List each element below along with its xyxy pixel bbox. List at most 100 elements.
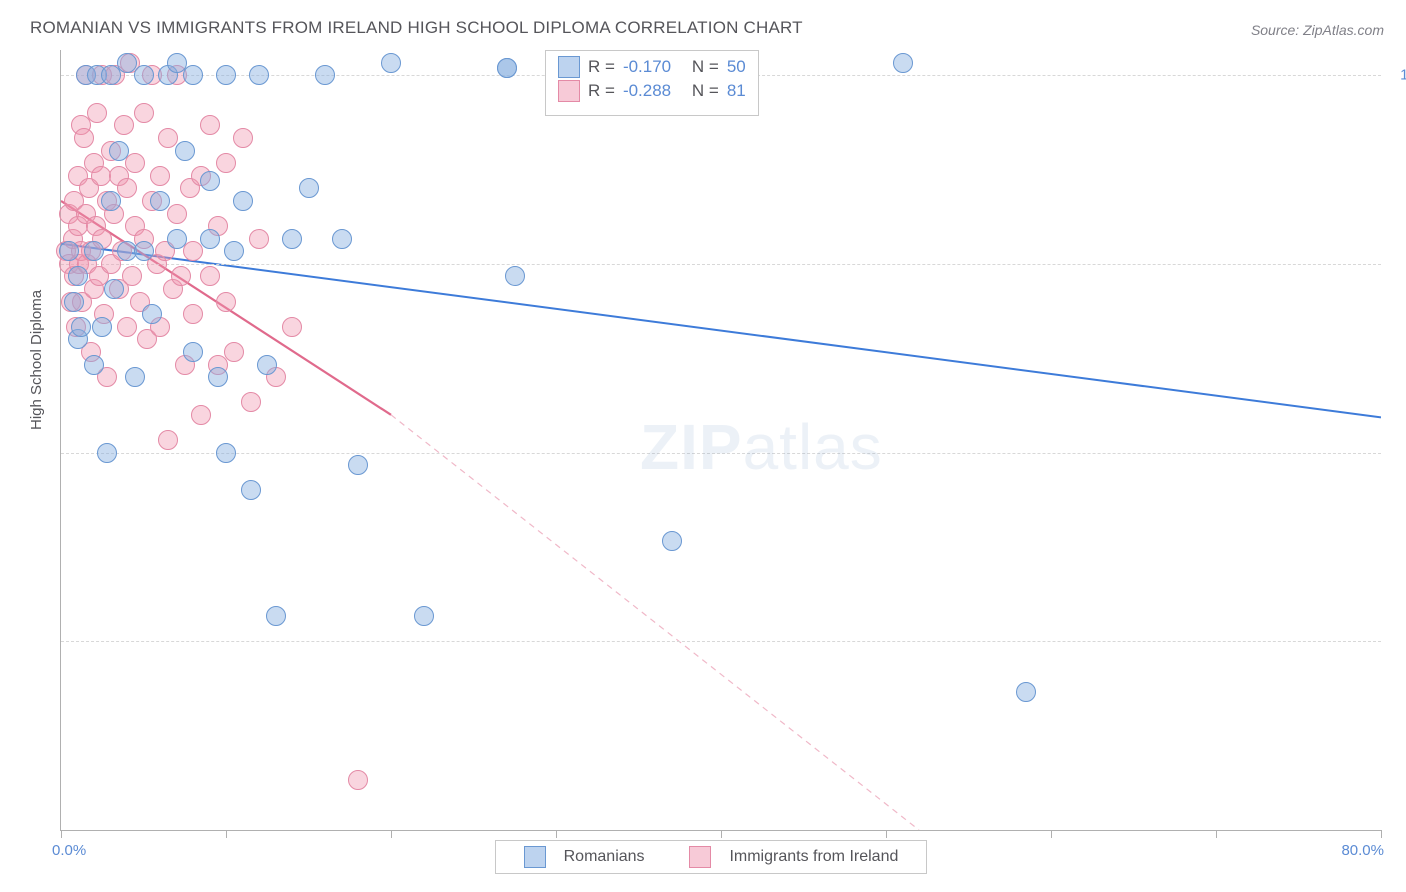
x-tick — [61, 830, 62, 838]
scatter-point — [150, 166, 170, 186]
scatter-point — [233, 128, 253, 148]
gridline — [61, 641, 1381, 642]
scatter-point — [104, 279, 124, 299]
scatter-point — [125, 153, 145, 173]
swatch-blue-icon — [558, 56, 580, 78]
scatter-point — [216, 292, 236, 312]
scatter-point — [175, 141, 195, 161]
scatter-point — [299, 178, 319, 198]
scatter-point — [200, 171, 220, 191]
legend-stats-row-pink: R = -0.288 N = 81 — [558, 79, 746, 103]
scatter-point — [167, 229, 187, 249]
x-tick — [556, 830, 557, 838]
legend-stats-row-blue: R = -0.170 N = 50 — [558, 55, 746, 79]
x-axis-min: 0.0% — [52, 842, 86, 859]
series-label-pink: Immigrants from Ireland — [729, 848, 898, 866]
scatter-point — [84, 241, 104, 261]
scatter-point — [101, 65, 121, 85]
scatter-point — [171, 266, 191, 286]
n-value-pink: 81 — [727, 79, 746, 103]
scatter-point — [224, 241, 244, 261]
n-label: N = — [692, 55, 719, 79]
r-value-pink: -0.288 — [623, 79, 671, 103]
scatter-point — [117, 178, 137, 198]
scatter-point — [505, 266, 525, 286]
x-tick — [1216, 830, 1217, 838]
scatter-point — [315, 65, 335, 85]
scatter-point — [381, 53, 401, 73]
scatter-point — [71, 317, 91, 337]
r-value-blue: -0.170 — [623, 55, 671, 79]
scatter-point — [208, 367, 228, 387]
n-value-blue: 50 — [727, 55, 746, 79]
scatter-point — [216, 153, 236, 173]
scatter-point — [92, 317, 112, 337]
scatter-point — [241, 480, 261, 500]
x-tick — [391, 830, 392, 838]
y-tick-label: 100.0% — [1391, 67, 1406, 84]
x-tick — [721, 830, 722, 838]
scatter-point — [332, 229, 352, 249]
scatter-point — [101, 191, 121, 211]
scatter-point — [150, 191, 170, 211]
scatter-point — [64, 292, 84, 312]
scatter-point — [497, 58, 517, 78]
plot-area: 77.5%85.0%92.5%100.0% — [60, 50, 1381, 831]
trend-lines — [61, 50, 1381, 830]
series-label-blue: Romanians — [564, 848, 645, 866]
scatter-point — [117, 317, 137, 337]
source-label: Source: ZipAtlas.com — [1251, 22, 1384, 38]
scatter-point — [348, 455, 368, 475]
scatter-point — [114, 115, 134, 135]
y-axis-label: High School Diploma — [28, 290, 45, 430]
scatter-point — [74, 128, 94, 148]
scatter-point — [158, 430, 178, 450]
legend-stats: R = -0.170 N = 50 R = -0.288 N = 81 — [545, 50, 759, 116]
scatter-point — [1016, 682, 1036, 702]
r-label: R = — [588, 79, 615, 103]
scatter-point — [97, 443, 117, 463]
x-tick — [1051, 830, 1052, 838]
scatter-point — [414, 606, 434, 626]
x-tick — [886, 830, 887, 838]
x-axis-max: 80.0% — [1341, 842, 1384, 859]
gridline — [61, 264, 1381, 265]
scatter-point — [224, 342, 244, 362]
scatter-point — [183, 65, 203, 85]
scatter-point — [893, 53, 913, 73]
scatter-point — [134, 241, 154, 261]
scatter-point — [200, 266, 220, 286]
scatter-point — [216, 65, 236, 85]
scatter-point — [183, 304, 203, 324]
swatch-pink-icon — [689, 846, 711, 868]
scatter-point — [68, 266, 88, 286]
x-tick — [226, 830, 227, 838]
scatter-point — [84, 355, 104, 375]
scatter-point — [241, 392, 261, 412]
scatter-point — [134, 103, 154, 123]
scatter-point — [249, 65, 269, 85]
scatter-point — [662, 531, 682, 551]
scatter-point — [125, 367, 145, 387]
scatter-point — [233, 191, 253, 211]
gridline — [61, 453, 1381, 454]
x-tick — [1381, 830, 1382, 838]
scatter-point — [87, 103, 107, 123]
swatch-pink-icon — [558, 80, 580, 102]
scatter-point — [183, 241, 203, 261]
swatch-blue-icon — [524, 846, 546, 868]
scatter-point — [200, 115, 220, 135]
scatter-point — [348, 770, 368, 790]
scatter-point — [142, 304, 162, 324]
scatter-point — [109, 141, 129, 161]
chart-title: ROMANIAN VS IMMIGRANTS FROM IRELAND HIGH… — [30, 18, 803, 38]
scatter-point — [91, 166, 111, 186]
scatter-point — [249, 229, 269, 249]
n-label: N = — [692, 79, 719, 103]
scatter-point — [183, 342, 203, 362]
scatter-point — [122, 266, 142, 286]
r-label: R = — [588, 55, 615, 79]
scatter-point — [216, 443, 236, 463]
scatter-point — [134, 65, 154, 85]
scatter-point — [282, 229, 302, 249]
